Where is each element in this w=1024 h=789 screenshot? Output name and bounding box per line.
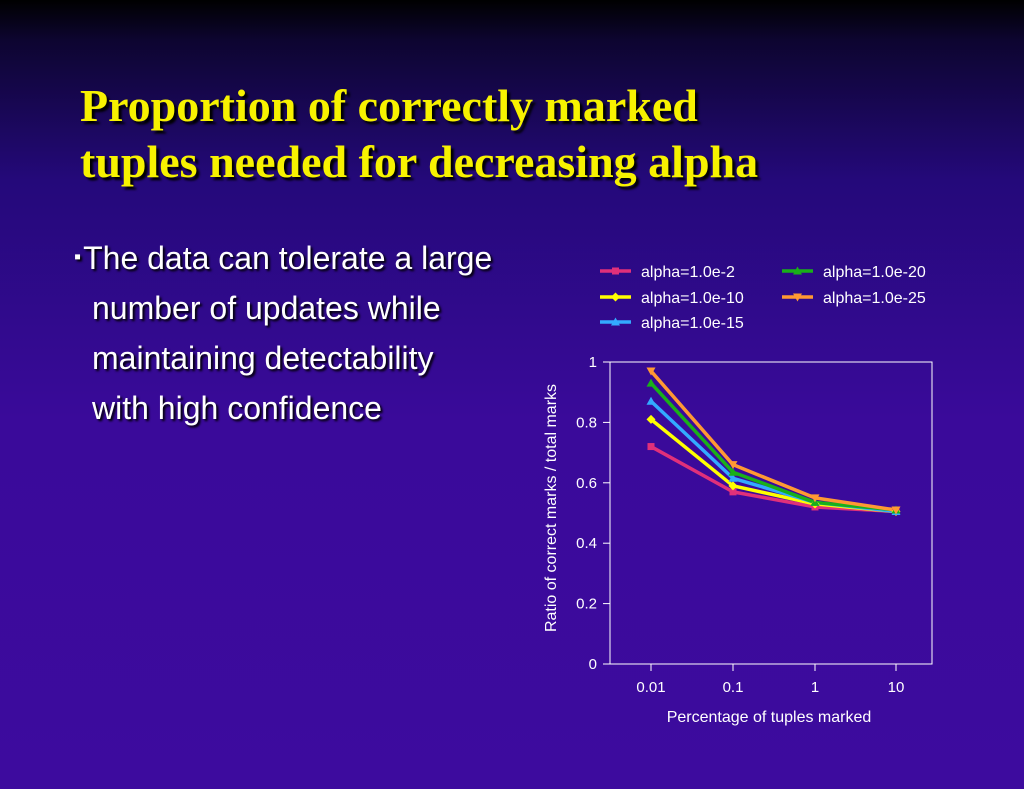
bullet-item: ▪The data can tolerate a large number of… [74, 232, 494, 433]
legend-label: alpha=1.0e-20 [823, 264, 926, 281]
legend-swatch-marker [793, 293, 802, 302]
y-tick-label: 0.4 [576, 535, 597, 552]
x-axis: 0.01 0.1 1 10 [636, 664, 904, 696]
legend-label: alpha=1.0e-2 [641, 264, 735, 281]
legend-swatch-marker [793, 266, 802, 275]
y-tick-label: 1 [589, 354, 597, 371]
series-line-5 [649, 369, 897, 512]
legend-swatch-marker [612, 267, 619, 275]
bullet-list: ▪The data can tolerate a large number of… [74, 232, 494, 433]
slide-title: Proportion of correctly marked tuples ne… [80, 78, 980, 190]
x-tick-label: 0.1 [723, 679, 744, 696]
data-point-5-1 [646, 367, 656, 376]
series-line-1 [650, 445, 897, 514]
legend-swatch-marker [611, 292, 620, 302]
bullet-square-icon: ▪ [74, 246, 82, 268]
data-point-5-4 [891, 506, 901, 515]
data-point-1-1 [647, 443, 655, 451]
series-markers [646, 367, 901, 516]
bullet-text: The data can tolerate a large number of … [83, 240, 493, 426]
x-tick-label: 0.01 [636, 679, 665, 696]
legend-label: alpha=1.0e-15 [641, 315, 744, 332]
slide-title-line2: tuples needed for decreasing alpha [80, 136, 759, 187]
data-point-2-2 [728, 481, 738, 491]
y-tick-label: 0.2 [576, 596, 597, 613]
y-tick-label: 0.8 [576, 414, 597, 431]
chart-legend: alpha=1.0e-2 alpha=1.0e-10 alpha=1.0e-15 al… [600, 264, 926, 332]
data-point-4-1 [646, 378, 656, 387]
x-axis-label: Percentage of tuples marked [667, 709, 872, 726]
plot-area-frame [609, 361, 933, 665]
data-point-1-2 [729, 488, 737, 496]
data-point-3-2 [728, 473, 738, 482]
data-point-4-2 [728, 467, 738, 476]
y-tick-label: 0 [589, 656, 597, 673]
y-tick-label: 0.6 [576, 475, 597, 492]
data-point-5-3 [810, 494, 820, 503]
slide-title-line1: Proportion of correctly marked [80, 80, 698, 131]
series-line-4 [649, 381, 897, 512]
legend-label: alpha=1.0e-25 [823, 290, 926, 307]
legend-label: alpha=1.0e-10 [641, 290, 744, 307]
x-tick-label: 10 [888, 679, 905, 696]
legend-swatch-marker [611, 317, 620, 326]
data-point-5-2 [728, 461, 738, 470]
series-lines [649, 369, 897, 514]
x-tick-label: 1 [811, 679, 819, 696]
y-axis: 0 0.2 0.4 0.6 0.8 1 [576, 354, 610, 673]
data-point-2-1 [646, 414, 656, 424]
y-axis-label: Ratio of correct marks / total marks [543, 384, 560, 632]
data-point-3-1 [646, 396, 656, 405]
